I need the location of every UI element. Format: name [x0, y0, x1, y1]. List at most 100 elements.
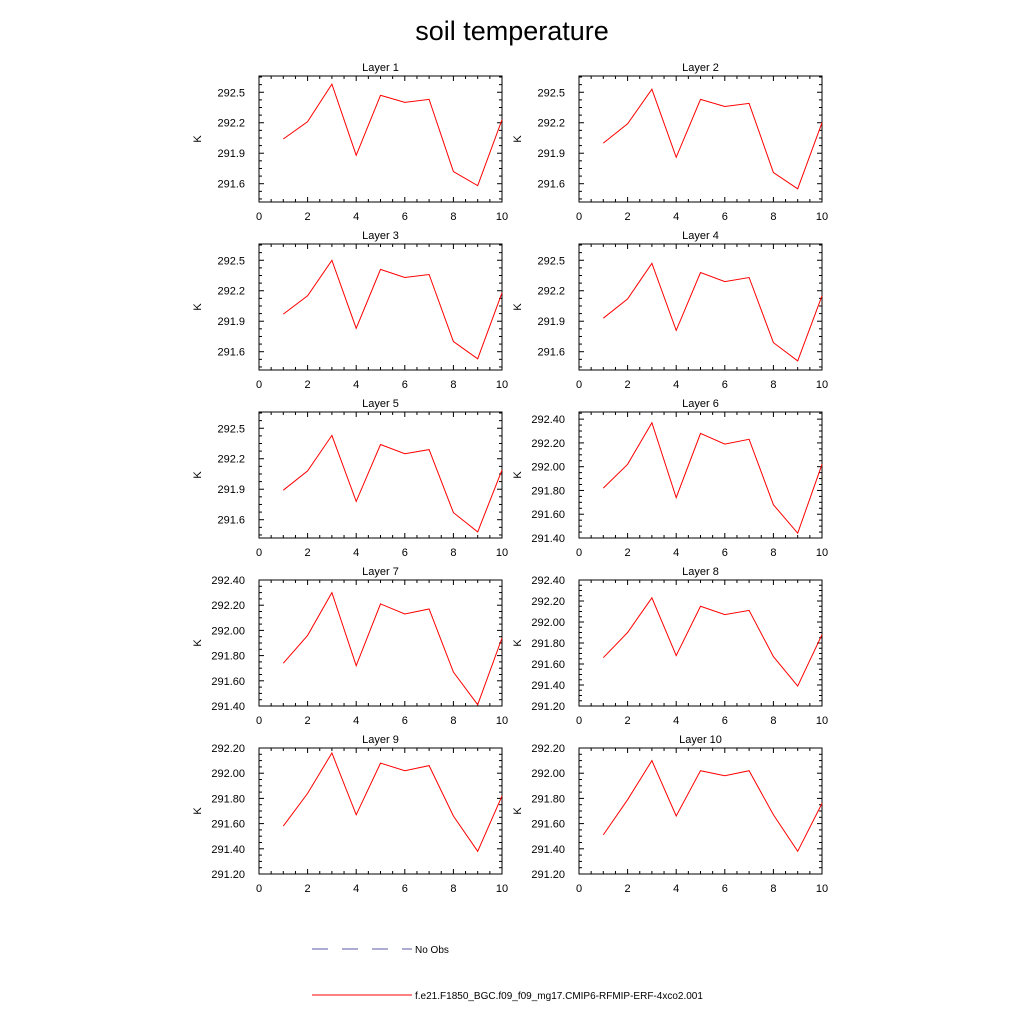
- y-tick-label: 291.9: [217, 484, 245, 496]
- y-tick-label: 292.2: [217, 454, 245, 466]
- plot-frame: [578, 75, 823, 203]
- plot-frame: [578, 243, 823, 371]
- y-tick-label: 291.60: [531, 659, 565, 671]
- x-tick-label: 0: [256, 715, 262, 727]
- x-tick-label: 10: [496, 547, 508, 559]
- series-line: [602, 88, 823, 190]
- panel-layer-8: Layer 8 K 0 2 4 6 8 10 291.20 291.40 291.60 291.80 2…: [512, 566, 828, 727]
- panel-title: Layer 2: [682, 62, 719, 74]
- plot-frame: [578, 747, 823, 875]
- panel-layer-9: Layer 9 K 0 2 4 6 8 10 291.20 291.40 291.60 291.80 2…: [192, 734, 508, 895]
- y-tick-label: 292.00: [531, 462, 565, 474]
- y-tick-label: 292.2: [217, 118, 245, 130]
- x-tick-label: 0: [256, 379, 262, 391]
- panel-title: Layer 5: [362, 398, 399, 410]
- x-tick-label: 8: [450, 211, 456, 223]
- series-line: [283, 82, 503, 187]
- x-tick-label: 8: [770, 211, 776, 223]
- series-line: [282, 591, 503, 706]
- x-tick-label: 8: [450, 547, 456, 559]
- x-tick-label: 2: [625, 379, 631, 391]
- y-tick-label: 291.6: [217, 179, 245, 191]
- x-tick-label: 0: [576, 547, 582, 559]
- y-tick-label: 292.20: [531, 438, 565, 450]
- y-axis-label: K: [512, 639, 524, 647]
- x-tick-label: 6: [722, 715, 728, 727]
- legend-model-label: f.e21.F1850_BGC.f09_f09_mg17.CMIP6-RFMIP…: [415, 991, 703, 1002]
- x-tick-label: 6: [722, 883, 728, 895]
- x-tick-label: 4: [353, 883, 359, 895]
- x-tick-label: 10: [496, 379, 508, 391]
- y-tick-label: 291.6: [537, 179, 565, 191]
- plot-frame: [258, 243, 503, 371]
- x-tick-label: 10: [816, 883, 828, 895]
- y-tick-label: 292.5: [537, 87, 565, 99]
- panel-title: Layer 9: [362, 734, 399, 746]
- y-tick-label: 291.6: [537, 347, 565, 359]
- y-tick-label: 292.20: [211, 600, 245, 612]
- series-line: [602, 596, 823, 688]
- y-tick-label: 291.80: [531, 638, 565, 650]
- panel-layer-6: Layer 6 K 0 2 4 6 8 10 291.40 291.60 291.80 292.00 2…: [512, 398, 828, 559]
- y-tick-label: 291.9: [537, 148, 565, 160]
- y-tick-label: 292.00: [211, 768, 245, 780]
- panel-title: Layer 4: [682, 230, 719, 242]
- x-tick-label: 2: [305, 883, 311, 895]
- x-tick-label: 2: [305, 547, 311, 559]
- x-tick-label: 10: [496, 211, 508, 223]
- x-tick-label: 0: [256, 211, 262, 223]
- y-tick-label: 291.40: [531, 844, 565, 856]
- y-tick-label: 291.40: [211, 701, 245, 713]
- x-tick-label: 6: [722, 211, 728, 223]
- panel-layer-10: Layer 10 K 0 2 4 6 8 10 291.20 291.40 291.60 291.80…: [512, 734, 828, 895]
- x-tick-label: 6: [402, 211, 408, 223]
- series-line: [282, 751, 503, 853]
- y-tick-label: 291.40: [211, 844, 245, 856]
- y-axis-label: K: [512, 135, 524, 143]
- x-tick-label: 10: [496, 715, 508, 727]
- panel-title: Layer 8: [682, 566, 719, 578]
- y-tick-label: 292.20: [211, 743, 245, 755]
- x-tick-label: 4: [673, 547, 679, 559]
- x-tick-label: 2: [625, 547, 631, 559]
- x-tick-label: 8: [450, 379, 456, 391]
- x-tick-label: 10: [816, 211, 828, 223]
- panel-layer-2: Layer 2 K 0 2 4 6 8 10 291.6 291.9 292.2 292.5: [512, 62, 828, 223]
- y-tick-label: 291.40: [531, 680, 565, 692]
- y-tick-label: 292.2: [537, 118, 565, 130]
- plot-frame: [258, 411, 503, 539]
- y-axis-label: K: [512, 807, 524, 815]
- y-tick-label: 292.20: [531, 596, 565, 608]
- x-tick-label: 8: [770, 379, 776, 391]
- x-tick-label: 10: [496, 883, 508, 895]
- y-tick-label: 291.60: [211, 676, 245, 688]
- panel-layer-5: Layer 5 K 0 2 4 6 8 10 291.6 291.9 292.2 292.5: [192, 398, 508, 559]
- x-tick-label: 4: [353, 547, 359, 559]
- panel-title: Layer 6: [682, 398, 719, 410]
- y-tick-label: 291.20: [211, 869, 245, 881]
- plot-frame: [258, 747, 503, 875]
- y-tick-label: 292.5: [217, 255, 245, 267]
- y-tick-label: 291.60: [531, 819, 565, 831]
- y-tick-label: 292.5: [537, 255, 565, 267]
- panel-title: Layer 7: [362, 566, 399, 578]
- x-tick-label: 0: [576, 379, 582, 391]
- panel-title: Layer 3: [362, 230, 399, 242]
- x-tick-label: 2: [625, 883, 631, 895]
- y-axis-label: K: [512, 303, 524, 311]
- legend: No Obs f.e21.F1850_BGC.f09_f09_mg17.CMIP…: [312, 945, 703, 1002]
- x-tick-label: 8: [450, 715, 456, 727]
- y-tick-label: 292.00: [531, 768, 565, 780]
- x-tick-label: 6: [402, 715, 408, 727]
- x-tick-label: 6: [402, 547, 408, 559]
- y-tick-label: 292.00: [211, 625, 245, 637]
- x-tick-label: 8: [450, 883, 456, 895]
- y-tick-label: 292.40: [531, 414, 565, 426]
- x-tick-label: 8: [770, 547, 776, 559]
- x-tick-label: 4: [673, 715, 679, 727]
- y-tick-label: 291.80: [211, 793, 245, 805]
- panel-layer-1: Layer 1 K 0 2 4 6 8 10 291.6 291.9 292.2 292.5: [192, 62, 508, 223]
- x-tick-label: 6: [402, 883, 408, 895]
- x-tick-label: 0: [256, 547, 262, 559]
